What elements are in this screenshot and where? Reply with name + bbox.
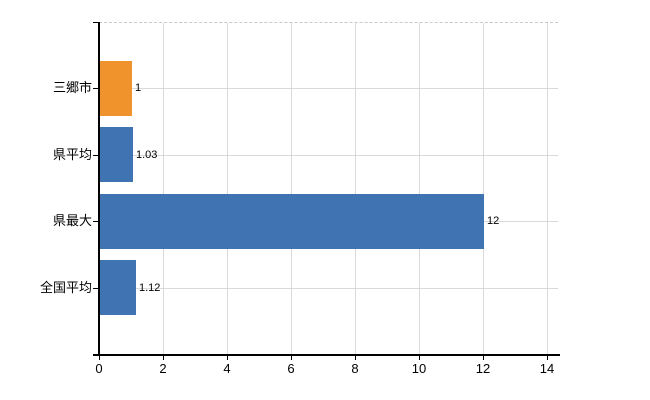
- bar-category-2: [100, 194, 484, 249]
- x-tick-8: [355, 355, 356, 360]
- x-gridline-6: [291, 23, 292, 354]
- x-gridline-4: [227, 23, 228, 354]
- category-label-3: 全国平均: [39, 280, 92, 295]
- x-tick-12: [483, 355, 484, 360]
- y-tick-1: [93, 155, 99, 156]
- y-gridline-0: [99, 88, 558, 89]
- bar-value-label-1: 1.03: [136, 149, 158, 161]
- y-tick-0: [93, 88, 99, 89]
- y-tick-2: [93, 221, 99, 222]
- x-tick-2: [163, 355, 164, 360]
- bar-category-0: [100, 61, 132, 116]
- bar-value-label-3: 1.12: [139, 282, 161, 294]
- x-tick-label-8: 8: [351, 361, 359, 376]
- plot-top-border: [99, 22, 558, 23]
- x-gridline-2: [163, 23, 164, 354]
- x-tick-label-2: 2: [159, 361, 167, 376]
- x-gridline-10: [419, 23, 420, 354]
- category-label-0: 三郷市: [52, 80, 92, 95]
- x-tick-10: [419, 355, 420, 360]
- bar-category-1: [100, 127, 133, 182]
- y-gridline-3: [99, 288, 558, 289]
- y-axis-line: [98, 22, 100, 354]
- x-gridline-12: [483, 23, 484, 354]
- y-gridline-1: [99, 155, 558, 156]
- category-label-2: 県最大: [52, 213, 92, 228]
- bar-value-label-0: 1: [135, 82, 142, 94]
- bar-category-3: [100, 260, 136, 315]
- x-tick-label-12: 12: [475, 361, 491, 376]
- x-gridline-14: [547, 23, 548, 354]
- x-tick-6: [291, 355, 292, 360]
- x-tick-14: [547, 355, 548, 360]
- x-gridline-8: [355, 23, 356, 354]
- x-axis-line: [93, 354, 560, 356]
- y-tick-3: [93, 288, 99, 289]
- y-axis-top-cap: [93, 22, 99, 23]
- x-tick-label-6: 6: [287, 361, 295, 376]
- x-tick-label-14: 14: [539, 361, 555, 376]
- x-tick-4: [227, 355, 228, 360]
- x-tick-label-10: 10: [411, 361, 427, 376]
- category-label-1: 県平均: [52, 147, 92, 162]
- x-tick-label-4: 4: [223, 361, 231, 376]
- x-tick-0: [99, 355, 100, 360]
- bar-value-label-2: 12: [487, 215, 500, 227]
- x-tick-label-0: 0: [95, 361, 103, 376]
